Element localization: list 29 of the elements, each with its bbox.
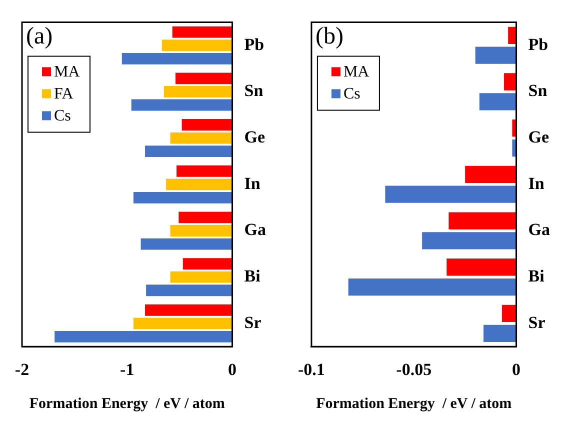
y-tick-label: Ga bbox=[244, 220, 266, 240]
x-tick-label: -2 bbox=[14, 360, 30, 380]
legend-label: Cs bbox=[54, 107, 71, 124]
y-tick-label: In bbox=[528, 174, 545, 193]
y-tick-label: In bbox=[244, 174, 261, 193]
y-tick-label: Pb bbox=[244, 34, 264, 54]
y-tick-label: Ge bbox=[528, 127, 550, 146]
legend-label: MA bbox=[343, 63, 370, 80]
x-tick-label: 0 bbox=[228, 360, 237, 380]
legend-label: Cs bbox=[343, 85, 360, 102]
chart-title: (a) bbox=[26, 23, 53, 50]
y-tick-label: Sr bbox=[244, 312, 262, 332]
y-tick-label: Sn bbox=[528, 81, 548, 100]
y-tick-label: Pb bbox=[528, 34, 548, 54]
y-tick-label: Ga bbox=[528, 220, 550, 240]
y-tick-label: Bi bbox=[244, 266, 261, 286]
x-axis-title: Formation Energy / eV / atom bbox=[316, 396, 512, 412]
x-tick-label: -1 bbox=[120, 360, 134, 380]
y-tick-label: Sr bbox=[528, 312, 546, 332]
x-tick-label: 0 bbox=[512, 360, 521, 380]
y-tick-label: Bi bbox=[528, 266, 545, 286]
chart-title: (b) bbox=[315, 23, 344, 50]
legend-label: FA bbox=[54, 85, 74, 102]
x-axis-title: Formation Energy / eV / atom bbox=[29, 396, 226, 412]
x-tick-label: -0.05 bbox=[396, 360, 432, 380]
legend-label: MA bbox=[54, 63, 80, 80]
y-tick-label: Sn bbox=[244, 81, 264, 100]
y-tick-label: Ge bbox=[244, 127, 266, 146]
x-tick-label: -0.1 bbox=[298, 360, 325, 380]
